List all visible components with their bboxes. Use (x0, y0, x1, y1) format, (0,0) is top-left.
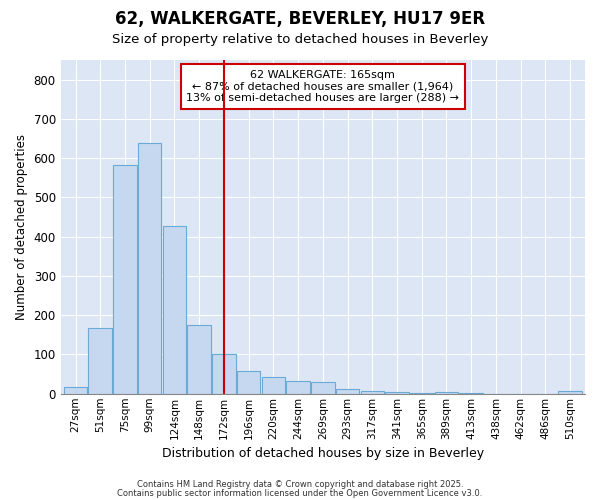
Bar (88, 328, 112, 394)
Y-axis label: Number of detached properties: Number of detached properties (15, 134, 28, 320)
Bar (336, 390, 359, 394)
Bar (187, 325, 211, 394)
Bar (113, 165, 137, 394)
Bar (64, 386, 87, 394)
Text: Contains HM Land Registry data © Crown copyright and database right 2025.: Contains HM Land Registry data © Crown c… (137, 480, 463, 489)
Bar (212, 354, 236, 394)
Text: 62, WALKERGATE, BEVERLEY, HU17 9ER: 62, WALKERGATE, BEVERLEY, HU17 9ER (115, 10, 485, 28)
Text: 62 WALKERGATE: 165sqm
← 87% of detached houses are smaller (1,964)
13% of semi-d: 62 WALKERGATE: 165sqm ← 87% of detached … (187, 70, 460, 103)
Text: Contains public sector information licensed under the Open Government Licence v3: Contains public sector information licen… (118, 488, 482, 498)
Bar (361, 391, 384, 394)
Bar (286, 381, 310, 394)
Bar (311, 382, 335, 394)
X-axis label: Distribution of detached houses by size in Beverley: Distribution of detached houses by size … (162, 447, 484, 460)
Bar (262, 378, 285, 394)
Bar (559, 392, 582, 394)
Bar (237, 372, 260, 394)
Text: Size of property relative to detached houses in Beverley: Size of property relative to detached ho… (112, 32, 488, 46)
Bar (163, 226, 186, 394)
Bar (138, 143, 161, 394)
Bar (435, 392, 458, 394)
Bar (385, 392, 409, 394)
